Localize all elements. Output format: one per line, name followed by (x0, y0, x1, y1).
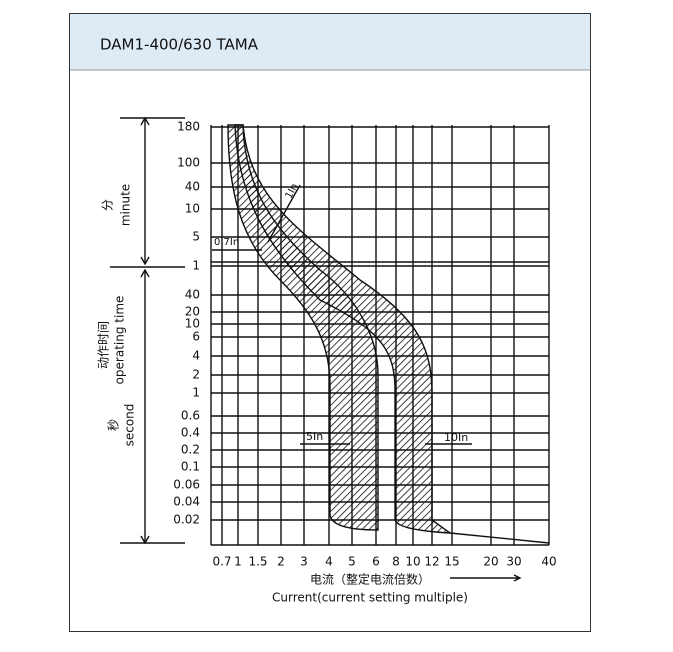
x-tick-label: 20 (483, 555, 498, 569)
y-tick-label: 20 (185, 305, 200, 319)
y-tick-label: 0.02 (173, 513, 200, 527)
x-tick-label: 40 (541, 555, 556, 569)
x-tick-label: 5 (348, 555, 356, 569)
y-tick-label: 10 (185, 317, 200, 331)
y-tick-label: 1 (192, 259, 200, 273)
x-tick-label: 3 (300, 555, 308, 569)
y-tick-label: 40 (185, 288, 200, 302)
x-tick-label: 1.5 (248, 555, 267, 569)
leader (267, 184, 301, 243)
minute-cn: 分 (101, 199, 115, 211)
x-tick-label: 8 (392, 555, 400, 569)
time-en: operating time (113, 296, 127, 385)
y-tick-label: 40 (185, 180, 200, 194)
second-cn: 秒 (107, 419, 121, 431)
x-tick-label: 1 (234, 555, 242, 569)
y-tick-label: 0.06 (173, 478, 200, 492)
y-tick-label: 100 (177, 156, 200, 170)
x-tick-label: 0.7 (212, 555, 231, 569)
x-tick-label: 6 (372, 555, 380, 569)
y-tick-label: 1 (192, 386, 200, 400)
y-tick-label: 0.4 (181, 426, 200, 440)
x-tick-label: 2 (277, 555, 285, 569)
header-band (70, 14, 590, 70)
y-tick-label: 0.6 (181, 409, 200, 423)
y-tick-label: 10 (185, 202, 200, 216)
second-en: second (123, 404, 137, 447)
left-brackets (110, 116, 185, 545)
y-tick-label: 2 (192, 368, 200, 382)
x-tick-label: 30 (506, 555, 521, 569)
annotation: 0.7In (214, 237, 239, 248)
tail-line (449, 532, 550, 544)
time-cn: 动作时间 (97, 321, 111, 369)
y-tick-label: 0.1 (181, 460, 200, 474)
minute-en: minute (119, 184, 133, 226)
y-tick-label: 4 (192, 349, 200, 363)
title: DAM1-400/630 TAMA (100, 36, 259, 54)
x-label-en: Current(current setting multiple) (272, 591, 468, 605)
x-tick-label: 15 (444, 555, 459, 569)
x-tick-label: 12 (424, 555, 439, 569)
y-tick-label: 0.04 (173, 495, 200, 509)
x-tick-label: 10 (405, 555, 420, 569)
y-tick-label: 5 (192, 230, 200, 244)
annotation: 10In (444, 431, 468, 444)
band-right (234, 124, 453, 534)
x-label-cn: 电流（整定电流倍数） (310, 572, 430, 587)
annotation: 5In (306, 430, 323, 443)
x-tick-label: 4 (325, 555, 333, 569)
y-tick-label: 180 (177, 120, 200, 134)
y-tick-label: 6 (192, 330, 200, 344)
x-arrow (450, 574, 522, 582)
y-tick-label: 0.2 (181, 443, 200, 457)
